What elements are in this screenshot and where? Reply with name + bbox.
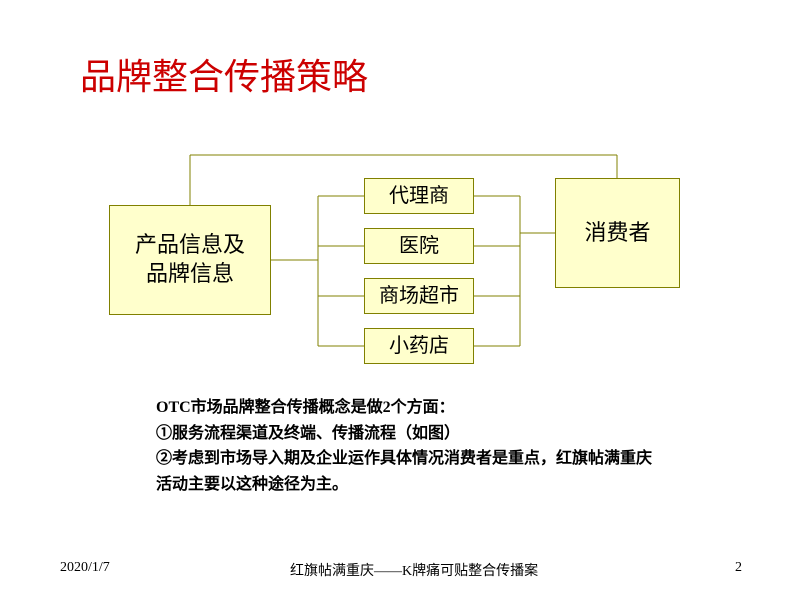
footer-title: 红旗帖满重庆——K牌痛可贴整合传播案 <box>290 560 538 580</box>
node-agent: 代理商 <box>364 178 474 214</box>
footer-page: 2 <box>735 560 742 576</box>
page-title: 品牌整合传播策略 <box>80 48 368 100</box>
node-consumer: 消费者 <box>555 178 680 288</box>
footer-date: 2020/1/7 <box>60 560 110 576</box>
node-hospital: 医院 <box>364 228 474 264</box>
body-text: OTC市场品牌整合传播概念是做2个方面：①服务流程渠道及终端、传播流程（如图）②… <box>156 395 652 497</box>
node-mall: 商场超市 <box>364 278 474 314</box>
node-source: 产品信息及 品牌信息 <box>109 205 271 315</box>
node-pharmacy: 小药店 <box>364 328 474 364</box>
